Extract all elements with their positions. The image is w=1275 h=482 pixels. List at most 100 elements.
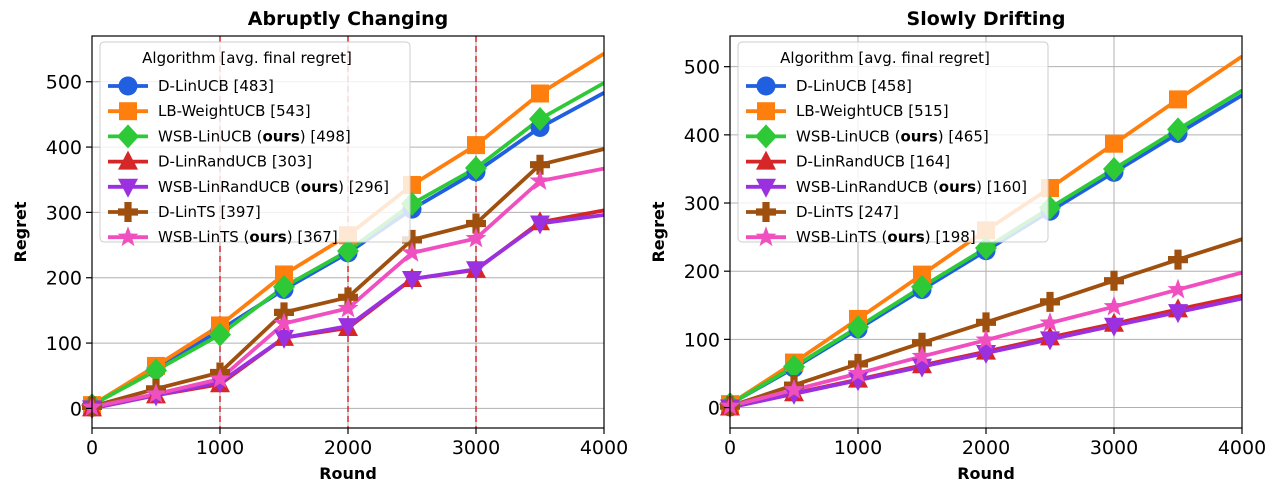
data-point [783, 354, 805, 379]
x-tick-label: 2000 [324, 437, 372, 459]
y-tick-label: 0 [708, 398, 720, 420]
data-point [530, 215, 550, 235]
y-tick-label: 0 [70, 398, 82, 420]
legend-marker [118, 76, 138, 96]
data-point [1040, 291, 1060, 312]
legend-marker [756, 178, 776, 198]
data-point [783, 378, 805, 399]
legend-marker [755, 226, 777, 247]
data-point [1105, 134, 1123, 153]
legend-entry: D-LinRandUCB [303] [158, 153, 312, 171]
data-point [467, 136, 485, 155]
x-tick-label: 2000 [962, 437, 1010, 459]
legend-marker [118, 150, 138, 170]
legend-entry: WSB-LinTS (ours) [367] [158, 228, 338, 246]
y-tick-label: 200 [46, 268, 82, 290]
x-tick-label: 4000 [580, 437, 628, 459]
data-point [273, 312, 295, 333]
legend-marker [757, 102, 775, 121]
x-tick-label: 1000 [196, 437, 244, 459]
data-point [145, 383, 167, 403]
legend-entry: WSB-LinRandUCB (ours) [160] [796, 178, 1027, 196]
data-point [337, 238, 359, 263]
x-tick-label: 0 [86, 437, 98, 459]
data-point [1167, 117, 1189, 142]
x-tick-label: 3000 [1090, 437, 1138, 459]
legend-marker [118, 202, 138, 222]
data-point [784, 385, 804, 405]
x-tick-label: 1000 [834, 437, 882, 459]
y-axis-label: Regret [11, 201, 30, 262]
data-point [847, 362, 869, 383]
data-point [1103, 295, 1125, 316]
legend-entry: D-LinRandUCB [164] [796, 153, 950, 171]
legend-marker [117, 226, 139, 247]
data-point [911, 345, 933, 366]
data-point [529, 106, 551, 131]
data-point [337, 297, 359, 318]
data-point [913, 265, 931, 284]
chart-title: Abruptly Changing [248, 8, 448, 30]
legend-entry: D-LinTS [247] [796, 203, 899, 221]
legend-marker [756, 202, 776, 222]
y-tick-label: 100 [684, 329, 720, 351]
x-tick-label: 4000 [1218, 437, 1266, 459]
legend-entry: D-LinUCB [483] [158, 77, 274, 95]
legend-entry: WSB-LinRandUCB (ours) [296] [158, 178, 389, 196]
data-point [274, 329, 294, 349]
legend-entry: WSB-LinTS (ours) [198] [796, 228, 976, 246]
data-point [209, 322, 231, 347]
legend-marker [119, 102, 137, 121]
data-point [145, 358, 167, 383]
x-tick-label: 0 [724, 437, 736, 459]
legend-entry: LB-WeightUCB [515] [796, 102, 949, 120]
x-tick-label: 3000 [452, 437, 500, 459]
y-tick-label: 500 [46, 72, 82, 94]
data-point [273, 274, 295, 299]
data-point [1104, 317, 1124, 337]
legend-entry: D-LinUCB [458] [796, 77, 912, 95]
legend-title: Algorithm [avg. final regret] [780, 49, 990, 67]
chart-title: Slowly Drifting [907, 8, 1066, 30]
y-tick-label: 200 [684, 261, 720, 283]
legend-marker [756, 150, 776, 170]
legend-box [99, 41, 411, 243]
data-point [1168, 304, 1188, 324]
data-point [338, 318, 358, 338]
data-point [1039, 312, 1061, 332]
legend-marker [756, 76, 776, 96]
data-point [529, 170, 551, 190]
data-point [531, 84, 549, 103]
y-tick-label: 400 [46, 137, 82, 159]
data-point [275, 265, 293, 284]
data-point [1167, 278, 1189, 299]
data-point [466, 213, 486, 234]
slowly-drifting-chart: 0 1000 2000 3000 4000 0 100 200 300 400 500 Slowly … [649, 8, 1266, 482]
series-group [719, 54, 1242, 419]
y-tick-label: 400 [684, 125, 720, 147]
legend-entry: LB-WeightUCB [543] [158, 102, 311, 120]
data-point [274, 302, 294, 323]
legend-entry: WSB-LinUCB (ours) [465] [796, 127, 989, 145]
data-point [530, 154, 550, 175]
y-tick-label: 100 [46, 333, 82, 355]
y-tick-label: 300 [46, 202, 82, 224]
data-point [976, 312, 996, 333]
data-point [402, 271, 422, 291]
legend-title: Algorithm [avg. final regret] [142, 49, 352, 67]
data-point [912, 332, 932, 353]
data-point [465, 227, 487, 248]
legend-marker [117, 124, 139, 149]
data-point [1103, 156, 1125, 181]
abruptly-changing-chart: 0 1000 2000 3000 4000 0 100 200 300 400 500 Abruptl… [11, 8, 628, 482]
x-axis-label: Round [957, 464, 1015, 482]
y-tick-label: 500 [684, 57, 720, 79]
x-axis-label: Round [319, 464, 377, 482]
legend: Algorithm [avg. final regret] D-LinUCB [4… [737, 41, 1049, 247]
legend-box [737, 41, 1049, 243]
legend-entry: WSB-LinUCB (ours) [498] [158, 127, 351, 145]
data-point [402, 229, 422, 250]
data-point [1104, 270, 1124, 291]
data-point [1169, 90, 1187, 109]
